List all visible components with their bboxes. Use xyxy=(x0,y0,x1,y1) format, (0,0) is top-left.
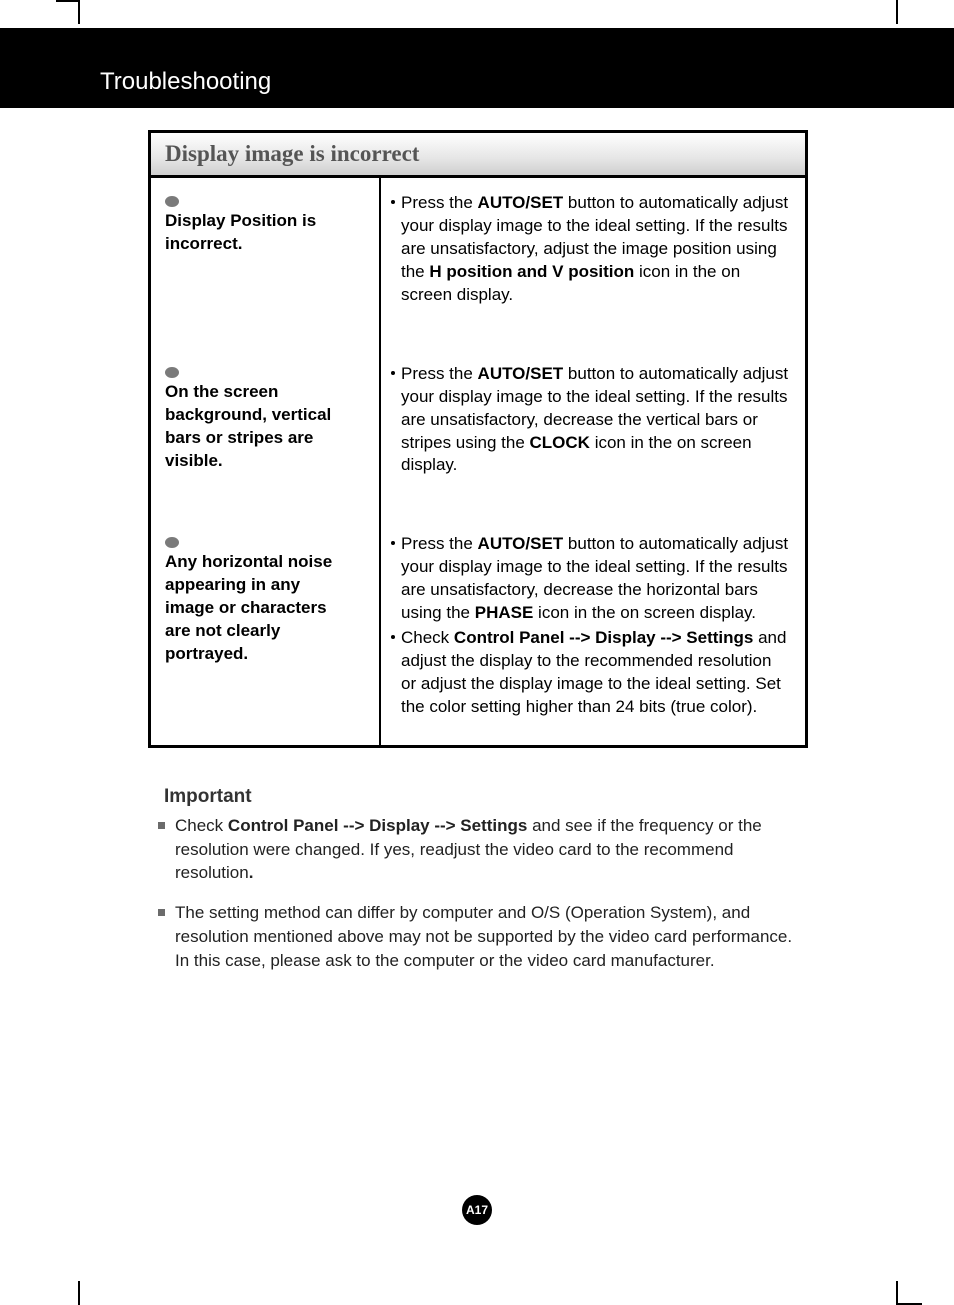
solution-item: Press the AUTO/SET button to automatical… xyxy=(391,192,789,307)
dot-icon xyxy=(391,200,395,204)
important-item: Check Control Panel --> Display --> Sett… xyxy=(158,814,798,885)
table-header: Display image is incorrect xyxy=(151,133,805,178)
square-bullet-icon xyxy=(158,822,165,829)
bold-text: AUTO/SET xyxy=(478,193,564,212)
solution-item: Press the AUTO/SET button to automatical… xyxy=(391,533,789,625)
bold-text: Control Panel --> Display --> Settings xyxy=(454,628,753,647)
table-row: Any horizontal noise appearing in any im… xyxy=(151,493,805,745)
page-number: A17 xyxy=(466,1203,488,1217)
dot-icon xyxy=(391,635,395,639)
crop-mark xyxy=(78,1281,80,1305)
issue-cell: Display Position is incorrect. xyxy=(151,178,381,323)
solution-text: Press the AUTO/SET button to automatical… xyxy=(401,192,789,307)
issue-cell: On the screen background, vertical bars … xyxy=(151,323,381,494)
issue-text: On the screen background, vertical bars … xyxy=(165,381,353,473)
table-row: Display Position is incorrect. Press the… xyxy=(151,178,805,323)
square-bullet-icon xyxy=(158,909,165,916)
text: Check xyxy=(401,628,454,647)
crop-mark xyxy=(78,0,80,24)
issue-cell: Any horizontal noise appearing in any im… xyxy=(151,493,381,745)
dot-icon xyxy=(391,371,395,375)
important-section: Important Check Control Panel --> Displa… xyxy=(148,776,808,999)
solution-cell: Press the AUTO/SET button to automatical… xyxy=(381,178,805,323)
bold-text: PHASE xyxy=(475,603,534,622)
bullet-icon xyxy=(165,367,179,378)
crop-mark xyxy=(896,0,898,24)
issue-text: Display Position is incorrect. xyxy=(165,210,353,256)
bold-text: Control Panel --> Display --> Settings xyxy=(228,816,527,835)
bullet-icon xyxy=(165,537,179,548)
text: Press the xyxy=(401,364,478,383)
solution-text: Press the AUTO/SET button to automatical… xyxy=(401,363,789,478)
solution-item: Press the AUTO/SET button to automatical… xyxy=(391,363,789,478)
bold-text: . xyxy=(249,863,254,882)
troubleshooting-table: Display image is incorrect Display Posit… xyxy=(148,130,808,748)
crop-mark xyxy=(896,1281,898,1305)
bold-text: H position and V position xyxy=(429,262,634,281)
solution-item: Check Control Panel --> Display --> Sett… xyxy=(391,627,789,719)
important-text: The setting method can differ by compute… xyxy=(175,901,798,972)
page-title: Troubleshooting xyxy=(100,68,271,96)
solution-cell: Press the AUTO/SET button to automatical… xyxy=(381,323,805,494)
main-content: Display image is incorrect Display Posit… xyxy=(148,130,808,999)
solution-text: Press the AUTO/SET button to automatical… xyxy=(401,533,789,625)
solution-cell: Press the AUTO/SET button to automatical… xyxy=(381,493,805,745)
important-item: The setting method can differ by compute… xyxy=(158,901,798,972)
important-text: Check Control Panel --> Display --> Sett… xyxy=(175,814,798,885)
text: Check xyxy=(175,816,228,835)
crop-mark xyxy=(56,0,80,2)
bold-text: CLOCK xyxy=(530,433,590,452)
text: Press the xyxy=(401,193,478,212)
table-header-text: Display image is incorrect xyxy=(165,141,419,166)
table-row: On the screen background, vertical bars … xyxy=(151,323,805,494)
text: icon in the on screen display. xyxy=(533,603,756,622)
page-number-badge: A17 xyxy=(462,1195,492,1225)
important-title: Important xyxy=(164,786,798,808)
bold-text: AUTO/SET xyxy=(478,364,564,383)
dot-icon xyxy=(391,541,395,545)
issue-text: Any horizontal noise appearing in any im… xyxy=(165,551,353,666)
bullet-icon xyxy=(165,196,179,207)
bold-text: AUTO/SET xyxy=(478,534,564,553)
header-banner: Troubleshooting xyxy=(0,28,954,108)
solution-text: Check Control Panel --> Display --> Sett… xyxy=(401,627,789,719)
text: Press the xyxy=(401,534,478,553)
